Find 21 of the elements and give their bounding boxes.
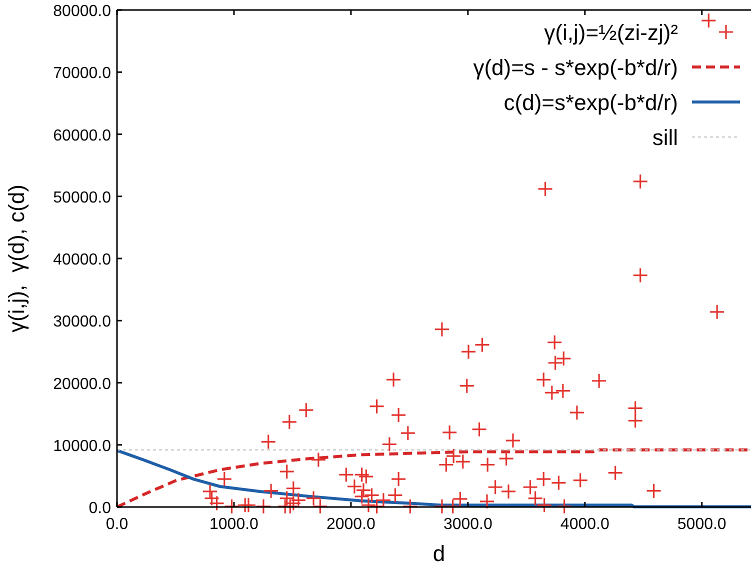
y-tick-label: 10000.0 [53,438,112,455]
y-tick-label: 40000.0 [53,252,112,268]
y-tick-label: 70000.0 [53,65,112,82]
y-tick-label: 50000.0 [53,189,112,206]
y-tick-label: 30000.0 [53,314,112,331]
y-tick-label: 0.0 [88,500,112,517]
y-tick-label: 20000.0 [53,376,112,393]
x-tick-label: 2000.0 [326,516,376,533]
x-axis-title: d [432,541,446,566]
x-tick-label: 4000.0 [560,516,610,533]
x-tick-label: 1000.0 [210,516,259,533]
y-tick-label: 80000.0 [53,3,112,20]
x-tick-label: 0.0 [106,516,128,533]
y-tick-label: 60000.0 [53,127,112,144]
legend-label: sill [652,125,678,150]
legend-label: γ(d)=s - s*exp(-b*d/r) [473,55,678,80]
legend-label: γ(i,j)=½(zi-zj)² [544,20,678,45]
x-tick-label: 3000.0 [443,516,492,533]
y-axis-title: γ(i,j), γ(d), c(d) [4,184,29,332]
legend-label: c(d)=s*exp(-b*d/r) [504,90,678,115]
x-tick-label: 5000.0 [677,516,726,533]
